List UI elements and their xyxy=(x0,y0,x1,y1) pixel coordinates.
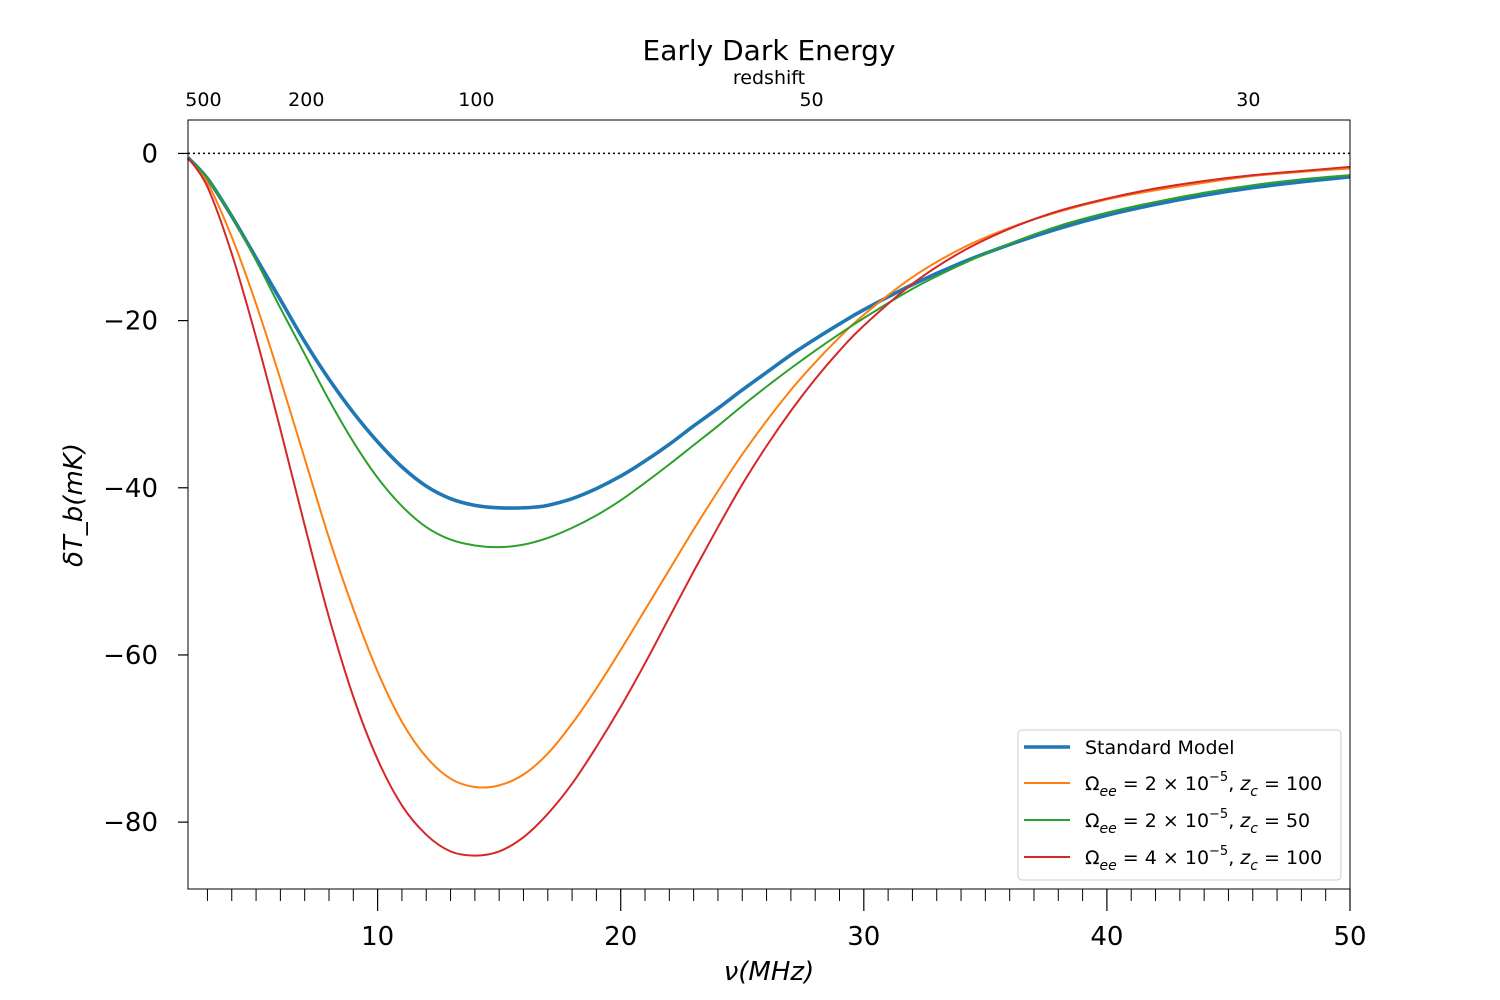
x-tick-label: 10 xyxy=(361,922,394,952)
series-line-2 xyxy=(187,156,1351,549)
y-axis-label-text: δT_b(mK) xyxy=(59,443,89,567)
x-tick-label: 50 xyxy=(1333,922,1366,952)
y-tick-label: −60 xyxy=(103,641,158,671)
top-axis: 500 200 100 50 30 xyxy=(185,89,1260,111)
top-tick-label: 100 xyxy=(458,89,494,111)
legend-entry-1: Ωee = 2 × 10−5, zc = 100 xyxy=(1085,770,1322,800)
x-axis-label: ν(MHz) xyxy=(724,957,814,987)
y-tick-label: −80 xyxy=(103,808,158,838)
x-tick-label: 30 xyxy=(847,922,880,952)
x-axis: 10 20 30 40 50 xyxy=(206,889,1367,952)
x-axis-label-text: ν(MHz) xyxy=(724,957,814,987)
top-tick-label: 200 xyxy=(288,89,324,111)
legend-entry-3: Ωee = 4 × 10−5, zc = 100 xyxy=(1085,844,1322,874)
top-tick-label: 500 xyxy=(185,89,221,111)
top-axis-label: redshift xyxy=(733,67,805,89)
y-tick-label: 0 xyxy=(141,139,158,169)
legend: Standard Model Ωee = 2 × 10−5, zc = 100 Ωe… xyxy=(1017,729,1342,881)
series-layer xyxy=(186,156,1351,857)
series-line-1 xyxy=(187,156,1351,789)
y-axis: 0 −20 −40 −60 −80 xyxy=(103,139,188,838)
y-tick-label: −20 xyxy=(103,307,158,337)
plot-frame xyxy=(187,119,1351,890)
series-line-0 xyxy=(186,156,1351,510)
legend-entry-0: Standard Model xyxy=(1085,737,1235,759)
legend-box xyxy=(1017,729,1342,881)
legend-entry-2: Ωee = 2 × 10−5, zc = 50 xyxy=(1085,807,1310,837)
x-tick-label: 40 xyxy=(1090,922,1123,952)
x-tick-label: 20 xyxy=(604,922,637,952)
y-axis-label: δT_b(mK) xyxy=(59,443,89,567)
top-tick-label: 30 xyxy=(1236,89,1260,111)
top-tick-label: 50 xyxy=(799,89,823,111)
series-line-3 xyxy=(187,157,1351,857)
chart-title: Early Dark Energy xyxy=(643,34,896,67)
y-tick-label: −40 xyxy=(103,474,158,504)
